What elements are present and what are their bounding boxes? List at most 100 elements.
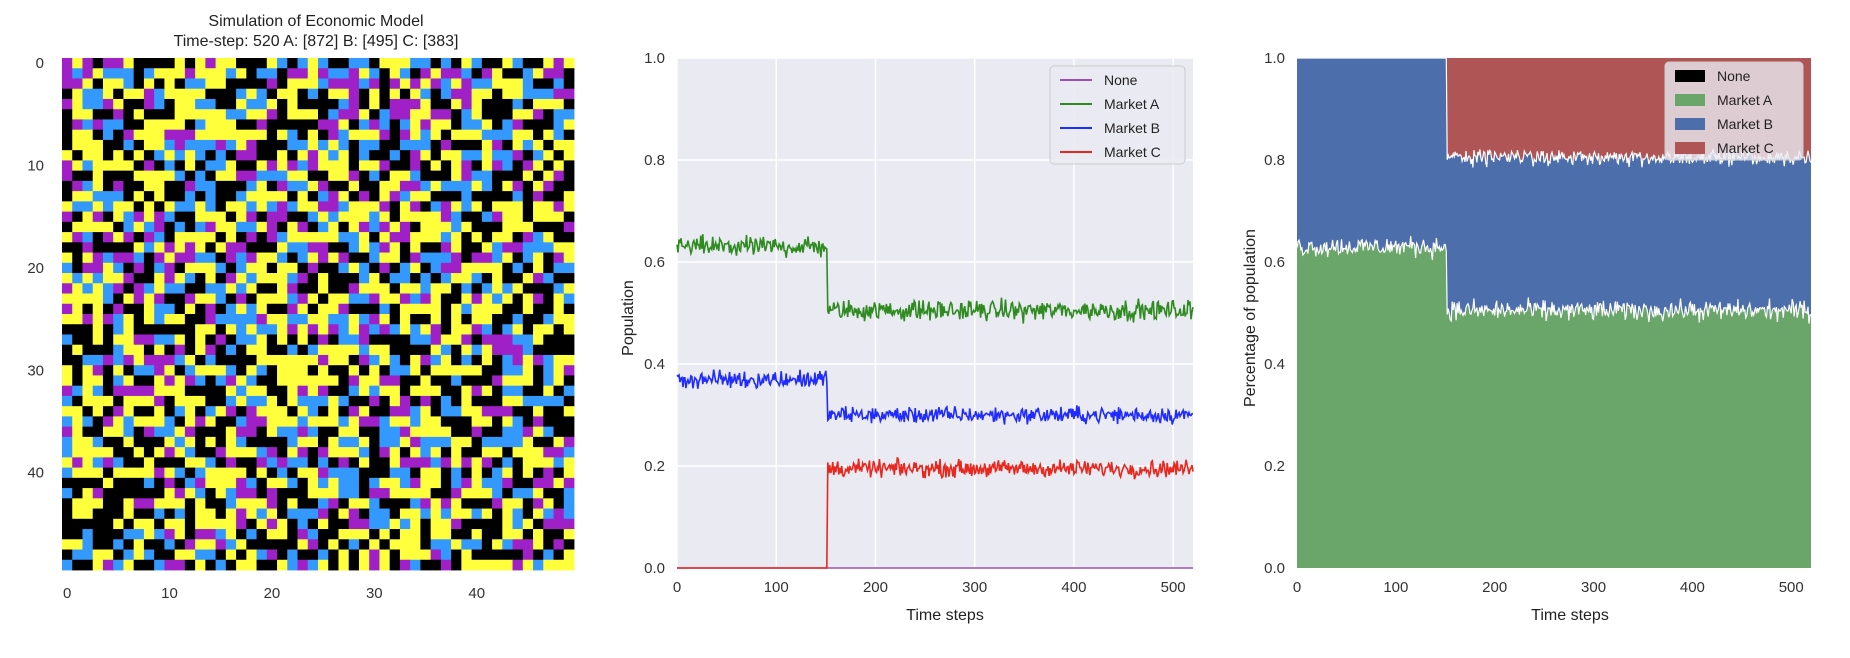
heatmap-cell (174, 395, 186, 407)
heatmap-cell (133, 109, 145, 120)
heatmap-cell (318, 477, 329, 489)
heatmap-cell (246, 416, 257, 428)
heatmap-cell (358, 498, 370, 509)
heatmap-cell (440, 426, 452, 438)
heatmap-cell (399, 436, 411, 448)
heatmap-cell (236, 98, 247, 110)
heatmap-cell (369, 78, 380, 90)
heatmap-cell (72, 170, 83, 182)
heatmap-cell (461, 109, 472, 120)
heatmap-cell (92, 334, 104, 346)
heatmap-cell (266, 354, 278, 366)
heatmap-cell (328, 416, 339, 428)
heatmap-cell (553, 559, 565, 571)
heatmap-cell (154, 232, 165, 243)
heatmap-cell (246, 488, 257, 499)
heatmap-cell (256, 262, 268, 274)
heatmap-cell (205, 160, 216, 172)
heatmap-cell (492, 58, 503, 69)
heatmap-cell (420, 58, 432, 69)
heatmap-cell (461, 273, 472, 284)
heatmap-cell (266, 539, 278, 550)
heatmap-cell (62, 447, 73, 458)
heatmap-cell (225, 191, 237, 202)
heatmap-cell (451, 283, 462, 294)
heatmap-cell (195, 170, 206, 182)
heatmap-cell (471, 283, 483, 294)
heatmap-cell (553, 488, 565, 499)
heatmap-cell (389, 436, 401, 448)
heatmap-cell (369, 201, 380, 212)
heatmap-cell (318, 252, 329, 264)
heatmap-cell (143, 416, 155, 428)
heatmap-cell (307, 334, 319, 346)
heatmap-cell (379, 98, 391, 110)
heatmap-cell (522, 375, 534, 387)
heatmap-cell (205, 385, 216, 397)
heatmap-cell (440, 457, 452, 468)
heatmap-cell (123, 344, 135, 356)
heatmap-cell (451, 395, 462, 407)
heatmap-cell (133, 252, 145, 264)
line-series-market-b (676, 369, 1194, 425)
heatmap-cell (287, 447, 298, 458)
heatmap-cell (420, 498, 432, 509)
heatmap-cell (215, 518, 227, 530)
heatmap-cell (358, 283, 370, 294)
heatmap-cell (215, 426, 227, 438)
heatmap-cell (72, 262, 83, 274)
heatmap-cell (184, 406, 196, 417)
heatmap-cell (133, 58, 145, 69)
heatmap-cell (113, 180, 124, 192)
heatmap-cell (481, 293, 493, 305)
heatmap-cell (348, 477, 360, 489)
heatmap-cell (82, 68, 94, 79)
heatmap-cell (195, 242, 206, 253)
heatmap-cell (451, 539, 462, 550)
heatmap-cell (492, 416, 503, 428)
heatmap-cell (420, 395, 432, 407)
heatmap-cell (328, 211, 339, 223)
heatmap-cell (440, 447, 452, 458)
heatmap-cell (113, 539, 124, 550)
heatmap-cell (492, 477, 503, 489)
heatmap-cell (72, 191, 83, 202)
heatmap-cell (389, 88, 401, 100)
heatmap-cell (348, 273, 360, 284)
heatmap-cell (358, 334, 370, 346)
heatmap-cell (266, 262, 278, 274)
heatmap-cell (102, 252, 114, 264)
heatmap-cell (358, 549, 370, 561)
heatmap-cell (113, 436, 124, 448)
heatmap-cell (338, 354, 350, 366)
heatmap-cell (215, 109, 227, 120)
heatmap-cell (522, 436, 534, 448)
heatmap-cell (307, 416, 319, 428)
heatmap-cell (522, 395, 534, 407)
heatmap-cell (174, 221, 186, 233)
heatmap-cell (410, 334, 421, 346)
heatmap-cell (430, 324, 442, 335)
heatmap-cell (451, 119, 462, 131)
heatmap-cell (522, 139, 534, 151)
heatmap-cell (102, 324, 114, 335)
heatmap-cell (553, 129, 565, 141)
heatmap-cell (246, 498, 257, 509)
heatmap-cell (543, 201, 554, 212)
heatmap-cell (512, 365, 524, 376)
heatmap-cell (277, 426, 288, 438)
heatmap-cell (430, 283, 442, 294)
heatmap-cell (451, 273, 462, 284)
heatmap-cell (256, 447, 268, 458)
heatmap-cell (512, 232, 524, 243)
heatmap-cell (553, 518, 565, 530)
heatmap-cell (461, 365, 472, 376)
heatmap-cell (533, 160, 544, 172)
heatmap-cell (399, 447, 411, 458)
heatmap-cell (297, 365, 309, 376)
heatmap-cell (143, 467, 155, 479)
heatmap-cell (246, 344, 257, 356)
heatmap-cell (256, 283, 268, 294)
heatmap-cell (369, 119, 380, 131)
heatmap-cell (420, 88, 432, 100)
